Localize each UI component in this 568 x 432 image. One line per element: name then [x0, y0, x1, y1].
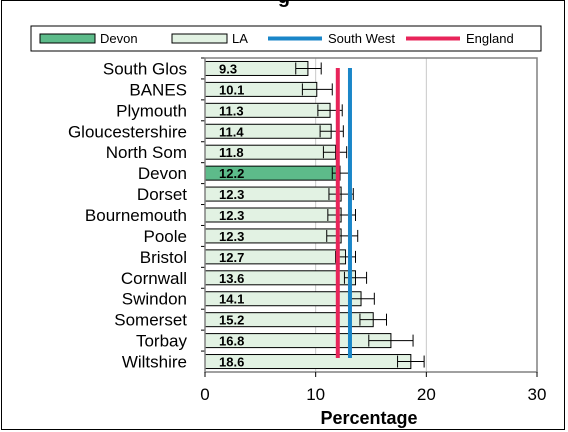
category-label-dorset: Dorset — [137, 185, 187, 204]
x-tick-label-0: 0 — [200, 385, 209, 404]
legend-swatch-la — [171, 33, 228, 44]
value-label-banes: 10.1 — [219, 82, 244, 97]
category-label-swindon: Swindon — [122, 290, 187, 309]
category-label-bournemouth: Bournemouth — [85, 206, 187, 225]
value-label-torbay: 16.8 — [219, 334, 244, 349]
legend-swatch-devon — [39, 33, 96, 44]
legend-label-england: England — [466, 31, 514, 46]
value-label-bournemouth: 12.3 — [219, 208, 244, 223]
value-label-plymouth: 11.3 — [219, 103, 244, 118]
value-label-somerset: 15.2 — [219, 313, 244, 328]
category-label-banes: BANES — [129, 80, 187, 99]
legend-label-devon: Devon — [100, 31, 138, 46]
legend-label-la: LA — [232, 31, 248, 46]
value-label-cornwall: 13.6 — [219, 271, 244, 286]
value-label-poole: 12.3 — [219, 229, 244, 244]
value-label-swindon: 14.1 — [219, 292, 244, 307]
category-label-devon: Devon — [138, 164, 187, 183]
category-label-bristol: Bristol — [140, 248, 187, 267]
x-tick-label-30: 30 — [528, 385, 547, 404]
legend-label-south-west: South West — [328, 31, 395, 46]
chart-title-fragment: g — [0, 0, 568, 9]
category-label-somerset: Somerset — [114, 311, 187, 330]
value-label-bristol: 12.7 — [219, 250, 244, 265]
category-label-cornwall: Cornwall — [121, 269, 187, 288]
category-label-wiltshire: Wiltshire — [122, 353, 187, 372]
plot-border — [204, 57, 538, 373]
value-label-gloucestershire: 11.4 — [219, 124, 244, 139]
category-label-poole: Poole — [144, 227, 187, 246]
value-label-devon: 12.2 — [219, 166, 244, 181]
value-label-wiltshire: 18.6 — [219, 355, 244, 370]
legend: Devon LA South West England — [30, 25, 542, 52]
category-label-plymouth: Plymouth — [116, 101, 187, 120]
x-axis-label: Percentage — [320, 408, 417, 428]
value-label-north-som: 11.8 — [219, 145, 244, 160]
category-label-south-glos: South Glos — [103, 59, 187, 78]
category-label-north-som: North Som — [106, 143, 187, 162]
category-label-gloucestershire: Gloucestershire — [68, 122, 187, 141]
value-label-south-glos: 9.3 — [219, 61, 237, 76]
x-tick-label-10: 10 — [306, 385, 325, 404]
plot-area: 9.3 South Glos 10.1 BANES 11.3 Plymouth 11.4 Gl… — [68, 57, 547, 428]
category-label-torbay: Torbay — [136, 332, 188, 351]
value-label-dorset: 12.3 — [219, 187, 244, 202]
x-tick-label-20: 20 — [417, 385, 436, 404]
